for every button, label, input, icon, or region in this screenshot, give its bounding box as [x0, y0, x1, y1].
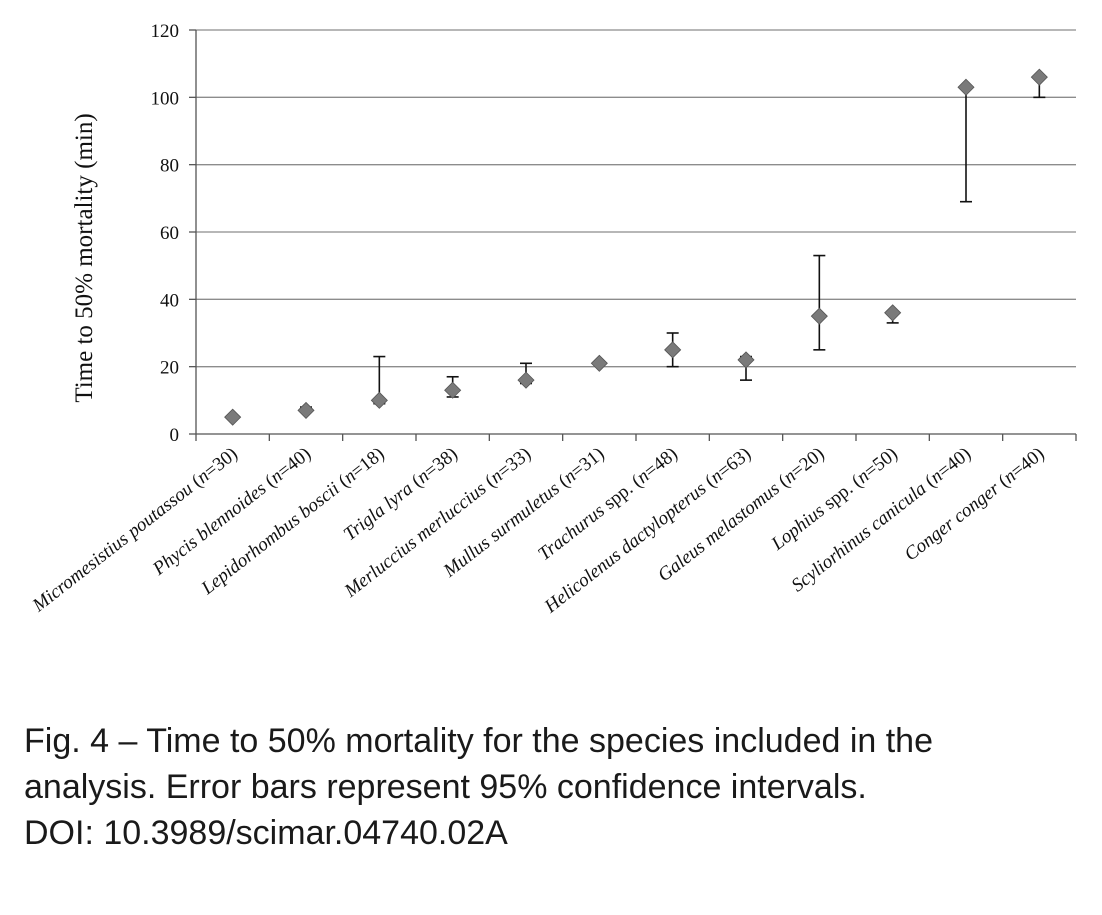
category-label: Lophius spp. (n=50): [767, 443, 902, 555]
data-point-marker: [590, 354, 608, 372]
y-tick-label: 80: [160, 156, 179, 177]
y-tick-label: 40: [160, 290, 179, 311]
gridlines: [196, 29, 1076, 368]
species-name: Lepidorhombus boscii: [197, 478, 344, 599]
data-point-marker: [1030, 68, 1048, 86]
data-point-marker: [884, 304, 902, 322]
caption-line-3: DOI: 10.3989/scimar.04740.02A: [24, 814, 508, 852]
data-point-marker: [957, 78, 975, 96]
data-point-marker: [444, 381, 462, 399]
caption-line-1: Fig. 4 – Time to 50% mortality for the s…: [24, 722, 934, 760]
data-point-marker: [517, 371, 535, 389]
data-point-marker: [737, 351, 755, 369]
y-tick-label: 100: [151, 88, 180, 109]
data-points: [224, 68, 1048, 426]
y-tick-label: 20: [160, 358, 179, 379]
data-point-marker: [370, 391, 388, 409]
category-label: Conger conger (n=40): [901, 443, 1049, 565]
y-tick-labels: 0 20 40 60 80 100 120: [151, 21, 180, 446]
species-name: Lophius: [767, 500, 829, 555]
axes: [189, 29, 1077, 441]
caption-line-2: analysis. Error bars represent 95% confi…: [24, 768, 867, 806]
data-point-marker: [810, 307, 828, 325]
y-tick-label: 0: [170, 425, 180, 446]
y-tick-label: 120: [151, 21, 180, 42]
species-name: Galeus melastomus: [654, 478, 784, 586]
data-point-marker: [297, 401, 315, 419]
y-axis-title: Time to 50% mortality (min): [71, 113, 98, 402]
mortality-chart: 0 20 40 60 80 100 120 Micromesistius poutassou…: [28, 21, 1077, 618]
data-point-marker: [224, 408, 242, 426]
category-label: Trachurus spp. (n=48): [534, 443, 681, 565]
error-bar: [960, 86, 972, 203]
figure-caption: Fig. 4 – Time to 50% mortality for the s…: [24, 718, 1094, 856]
y-tick-label: 60: [160, 223, 179, 244]
species-name: Merluccius merluccius: [340, 478, 491, 602]
category-labels: Micromesistius poutassou (n=30)Phycis bl…: [28, 443, 1048, 618]
data-point-marker: [664, 341, 682, 359]
error-bars: [300, 76, 1046, 412]
error-bar: [813, 254, 826, 351]
species-name: Scyliorhinus canicula: [788, 478, 931, 596]
